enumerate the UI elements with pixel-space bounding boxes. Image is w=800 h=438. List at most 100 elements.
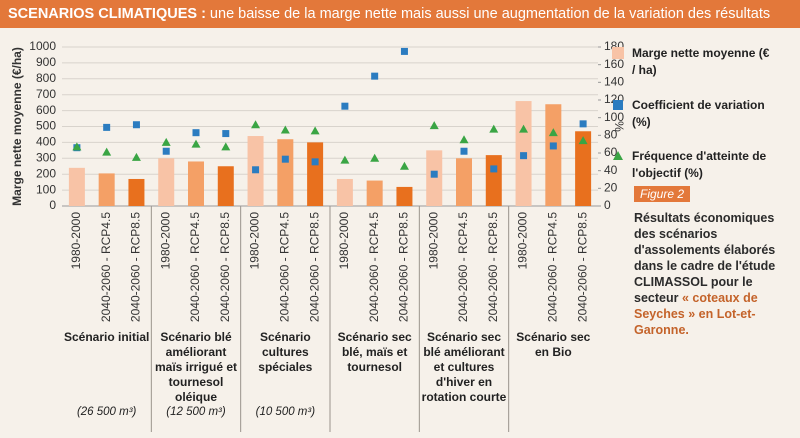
bar — [485, 155, 502, 206]
y-tick-label: 400 — [36, 135, 56, 149]
x-tick-label: 1980-2000 — [158, 212, 172, 270]
y2-tick-label: 140 — [604, 75, 624, 89]
triangle-marker — [548, 128, 558, 137]
x-tick-label: 2040-2060 - RCP4.5 — [99, 212, 113, 322]
square-marker — [311, 158, 319, 166]
x-tick-label: 1980-2000 — [516, 212, 530, 270]
y-tick-label: 600 — [36, 103, 56, 117]
legend-swatch — [612, 47, 624, 59]
group-label: Scénario sec en Bio — [516, 330, 591, 359]
square-marker — [490, 165, 498, 173]
y2-tick-label: 100 — [604, 110, 624, 124]
triangle-marker — [489, 124, 499, 133]
triangle-marker — [131, 152, 141, 161]
y2-tick-label: 160 — [604, 57, 624, 71]
group-note: (10 500 m³) — [255, 406, 316, 418]
square-marker — [192, 129, 200, 137]
title-bold: SCENARIOS CLIMATIQUES : — [8, 6, 206, 22]
title: une baisse de la marge nette mais aussi … — [205, 6, 771, 22]
bar — [158, 158, 175, 206]
triangle-marker — [340, 155, 350, 164]
x-tick-label: 2040-2060 - RCP8.5 — [307, 212, 321, 322]
caption-highlight: « coteaux de Seyches » en Lot-et-Garonne… — [634, 291, 758, 337]
square-marker — [549, 142, 557, 150]
y-tick-label: 0 — [49, 198, 56, 212]
square-marker — [281, 155, 289, 163]
x-tick-label: 2040-2060 - RCP8.5 — [397, 212, 411, 322]
group-label: Scénario cultures spéciales — [258, 330, 313, 374]
square-marker — [579, 120, 587, 128]
group-note: (26 500 m³) — [76, 406, 137, 418]
bar — [396, 186, 413, 206]
square-marker — [103, 123, 111, 131]
triangle-marker — [102, 147, 112, 156]
y2-tick-label: 20 — [604, 181, 618, 195]
y-tick-label: 100 — [36, 182, 56, 196]
y2-tick-label: 60 — [604, 145, 618, 159]
square-marker — [371, 72, 379, 80]
square-marker — [341, 102, 349, 110]
group-label: Scénario blé améliorant maïs irrigué et … — [154, 330, 238, 404]
x-tick-label: 2040-2060 - RCP4.5 — [278, 212, 292, 322]
x-tick-label: 2040-2060 - RCP8.5 — [218, 212, 232, 322]
bar — [68, 167, 85, 206]
square-marker — [252, 166, 260, 174]
square-marker — [222, 130, 230, 138]
bar — [217, 166, 234, 206]
triangle-marker — [370, 153, 380, 162]
group-label: Scénario sec blé améliorant et cultures … — [421, 330, 507, 404]
triangle-marker — [251, 120, 261, 129]
x-tick-label: 1980-2000 — [248, 212, 262, 270]
x-tick-label: 2040-2060 - RCP4.5 — [456, 212, 470, 322]
bar — [128, 178, 145, 206]
bar — [336, 178, 353, 206]
y-tick-label: 700 — [36, 87, 56, 101]
y2-tick-label: 40 — [604, 163, 618, 177]
triangle-marker — [161, 137, 171, 146]
triangle-marker — [310, 126, 320, 135]
x-tick-label: 1980-2000 — [426, 212, 440, 270]
triangle-marker — [221, 142, 231, 151]
caption: Résultats économiques des scénarios d'as… — [634, 210, 794, 338]
x-tick-label: 2040-2060 - RCP8.5 — [575, 212, 589, 322]
bar — [426, 150, 443, 206]
y-tick-label: 800 — [36, 71, 56, 85]
bar — [366, 180, 383, 206]
y2-tick-label: 80 — [604, 128, 618, 142]
square-marker — [430, 170, 438, 178]
y-tick-label: 1000 — [29, 39, 56, 53]
triangle-marker — [191, 139, 201, 148]
bar — [277, 139, 294, 206]
bar — [98, 173, 115, 206]
legend-label: Fréquence d'atteinte de l'objectif (%) — [632, 149, 767, 180]
x-tick-label: 2040-2060 - RCP4.5 — [188, 212, 202, 322]
x-tick-label: 1980-2000 — [69, 212, 83, 270]
banner: SCENARIOS CLIMATIQUES : une baisse de la… — [0, 0, 800, 28]
legend-swatch — [613, 100, 623, 110]
triangle-marker — [519, 124, 529, 133]
legend-label: Coefficient de variation (%) — [632, 98, 765, 129]
square-marker — [162, 147, 170, 155]
legend-swatch — [613, 151, 623, 160]
caption-text: Résultats économiques des scénarios d'as… — [634, 211, 776, 305]
group-label: Scénario initial — [63, 330, 150, 344]
bar — [456, 158, 472, 206]
figure-tag: Figure 2 — [634, 186, 691, 202]
triangle-marker — [578, 136, 588, 145]
legend-label: Marge nette moyenne (€ / ha) — [632, 46, 770, 77]
x-tick-label: 2040-2060 - RCP4.5 — [367, 212, 381, 322]
bar — [307, 142, 324, 206]
square-marker — [132, 121, 140, 129]
triangle-marker — [399, 161, 409, 170]
triangle-marker — [72, 142, 82, 151]
group-label: Scénario sec blé, maïs et tournesol — [337, 330, 412, 374]
triangle-marker — [280, 125, 290, 134]
y-tick-label: 500 — [36, 119, 56, 133]
y-tick-label: 900 — [36, 55, 56, 69]
x-tick-label: 2040-2060 - RCP8.5 — [486, 212, 500, 322]
y-tick-label: 200 — [36, 166, 56, 180]
triangle-marker — [459, 135, 469, 144]
y-axis-label: Marge nette moyenne (€/ha) — [10, 47, 24, 206]
